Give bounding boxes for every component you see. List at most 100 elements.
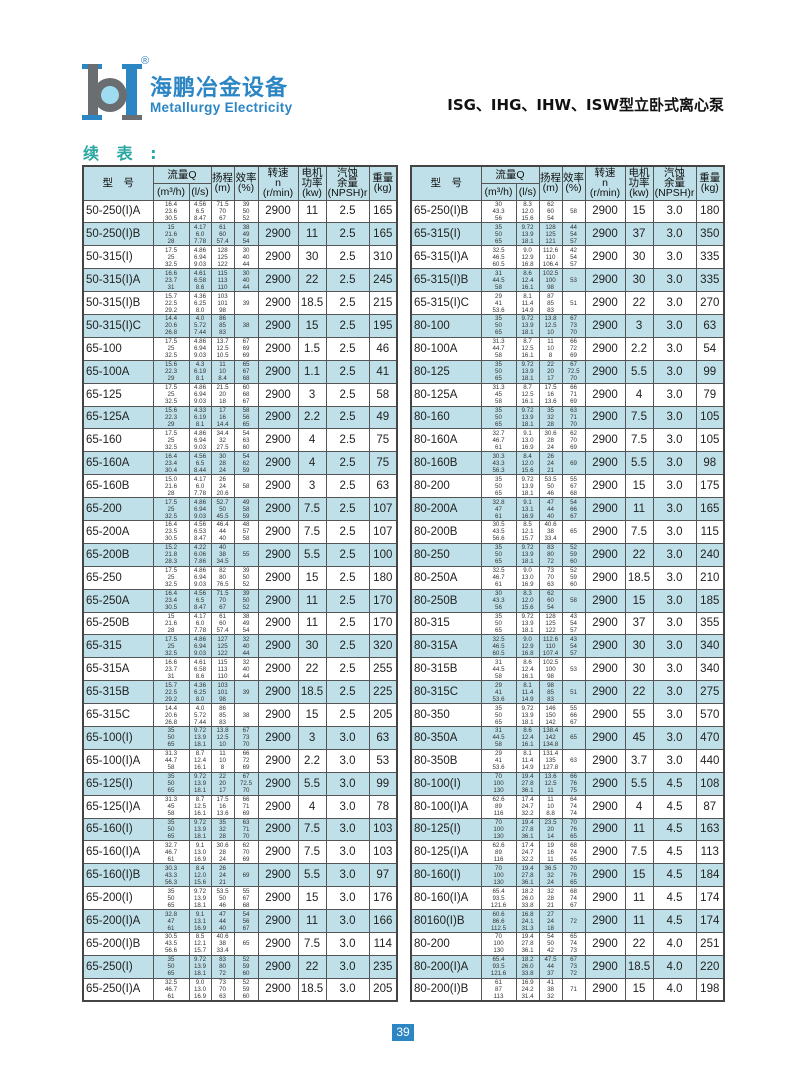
cell-power: 4 bbox=[297, 451, 327, 476]
value: 70 bbox=[242, 848, 250, 856]
cell-flow-ls: 8.7 12.5 16.1 bbox=[515, 382, 540, 407]
cell-head: 41 38 32 bbox=[538, 977, 563, 1002]
cell-head: 47.5 44 37 bbox=[538, 954, 563, 979]
cell-power: 30 bbox=[297, 245, 327, 270]
value: 60.6 bbox=[492, 910, 505, 918]
cell-power: 7.5 bbox=[624, 428, 654, 453]
cell-npsh: 2.5 bbox=[325, 268, 370, 293]
cell-flow-ls: 4.86 6.94 9.03 bbox=[188, 245, 212, 270]
cell-flow-ls: 9.72 13.9 18.1 bbox=[515, 542, 540, 567]
cell-head: 98 85 83 bbox=[538, 680, 563, 705]
value: 62 bbox=[242, 459, 250, 467]
value: 50 bbox=[495, 711, 502, 719]
cell-flow-ls: 8.6 12.4 16.1 bbox=[515, 725, 540, 750]
value: 32 bbox=[547, 871, 554, 879]
value: 50 bbox=[495, 230, 502, 238]
table-row: 50-315(I)B 15.7 22.5 29.2 4.36 6.25 8.0 103 101 9… bbox=[82, 291, 398, 315]
value: 62.6 bbox=[492, 796, 505, 804]
cell-flow-ls: 9.1 13.0 16.9 bbox=[515, 428, 540, 453]
value: 8.1 bbox=[523, 750, 532, 758]
value: 35 bbox=[167, 818, 175, 826]
value: 44 bbox=[242, 672, 250, 680]
cell-power: 11 bbox=[297, 909, 327, 933]
cell-power: 7.5 bbox=[297, 817, 327, 842]
value: 53.5 bbox=[216, 887, 229, 895]
col-weight: 重量 (kg) bbox=[695, 165, 725, 201]
value: 40 bbox=[219, 544, 226, 552]
cell-flow-m3h: 30.3 43.3 56.3 bbox=[152, 863, 190, 888]
value: 122 bbox=[217, 260, 228, 268]
value: 28 bbox=[547, 420, 554, 428]
cell-model: 65-315C bbox=[82, 703, 154, 727]
header-text: 余量 bbox=[337, 177, 359, 190]
value: 98 bbox=[219, 695, 226, 703]
value: 4.86 bbox=[193, 498, 207, 506]
cell-head: 19 16 11 bbox=[538, 840, 563, 865]
value: 87 bbox=[495, 985, 502, 993]
value: 73 bbox=[242, 734, 250, 742]
cell-efficiency: 65 bbox=[561, 519, 586, 544]
value: 80 bbox=[547, 551, 554, 559]
cell-flow-ls: 4.17 6.0 7.78 bbox=[188, 611, 212, 636]
cell-model: 65-160A bbox=[82, 451, 154, 476]
value: 47 bbox=[167, 917, 175, 925]
value: 12.4 bbox=[521, 665, 534, 673]
value: 71 bbox=[570, 391, 577, 399]
value: 65 bbox=[167, 901, 175, 909]
value: 10 bbox=[219, 741, 226, 749]
cell-npsh: 3.0 bbox=[652, 725, 697, 750]
cell-power: 4 bbox=[297, 794, 327, 819]
cell-speed: 2900 bbox=[257, 451, 299, 476]
value: 65 bbox=[495, 489, 502, 497]
table-row: 65-315A 16.6 23.7 31 4.61 6.58 8.6 115 113 110 32 4… bbox=[82, 657, 398, 682]
value: 58 bbox=[242, 535, 250, 543]
value: 138.4 bbox=[542, 727, 559, 735]
cell-model: 65-200 bbox=[82, 497, 154, 521]
header-text: (m³/h) bbox=[484, 185, 513, 198]
value: 9.1 bbox=[195, 910, 205, 918]
cell-efficiency: 43 54 57 bbox=[561, 634, 586, 659]
cell-flow-m3h: 35 50 65 bbox=[480, 474, 517, 499]
value: 53.5 bbox=[544, 475, 557, 483]
cell-flow-ls: 16.9 24.2 31.4 bbox=[515, 977, 540, 1002]
value: 98 bbox=[547, 681, 554, 689]
cell-weight: 58 bbox=[368, 382, 398, 407]
cell-head: 61 60 57.4 bbox=[210, 611, 235, 636]
cell-model: 65-160(I)A bbox=[82, 840, 154, 865]
spec-table-right: 型 号流量Q 扬程 (m) 效率 (%) 转速 n (r/min) 电机 功率 (kw) 汽蚀 余量 (N… bbox=[410, 165, 726, 1003]
value: 12.4 bbox=[521, 734, 534, 742]
value: 56.6 bbox=[164, 947, 178, 955]
value: 61 bbox=[167, 924, 175, 932]
cell-power: 18.5 bbox=[297, 291, 327, 315]
value: 59 bbox=[242, 466, 250, 474]
value: 87 bbox=[547, 292, 554, 300]
cell-model: 65-200(I)A bbox=[82, 909, 154, 933]
value: 61 bbox=[495, 581, 502, 589]
table-row: 65-315(I)B 31 44.5 58 8.6 12.4 16.1 102.5 100 98 5… bbox=[410, 268, 725, 293]
value: 32.8 bbox=[164, 910, 178, 918]
cell-flow-m3h: 35 50 65 bbox=[480, 542, 517, 567]
value: 98 bbox=[547, 672, 554, 680]
cell-npsh: 2.5 bbox=[325, 634, 370, 659]
value: 30.6 bbox=[544, 429, 557, 437]
value: 66 bbox=[570, 711, 577, 719]
value: 29 bbox=[495, 292, 502, 300]
value: 127.8 bbox=[542, 764, 559, 772]
value: 48 bbox=[242, 521, 250, 529]
cell-flow-m3h: 31 44.5 58 bbox=[480, 725, 517, 750]
cell-speed: 2900 bbox=[584, 268, 626, 293]
cell-model: 80-125 bbox=[410, 359, 482, 384]
value: 16.9 bbox=[521, 581, 534, 589]
cell-speed: 2900 bbox=[257, 359, 299, 384]
cell-flow-m3h: 16.4 23.5 30.5 bbox=[152, 519, 190, 544]
cell-flow-m3h: 30.3 43.3 56.3 bbox=[480, 451, 517, 476]
cell-flow-ls: 4.86 6.94 9.03 bbox=[188, 428, 212, 453]
value: 71.5 bbox=[216, 200, 229, 208]
cell-flow-ls: 8.7 12.5 16.1 bbox=[188, 794, 212, 819]
cell-flow-ls: 18.2 26.0 33.8 bbox=[515, 954, 540, 979]
value: 29 bbox=[495, 681, 502, 689]
cell-npsh: 2.5 bbox=[325, 291, 370, 315]
cell-power: 18.5 bbox=[297, 680, 327, 705]
value: 58 bbox=[242, 406, 250, 414]
table-row: 80-200(I)B 61 87 113 16.9 24.2 31.4 41 38 32 71 290… bbox=[410, 977, 725, 1002]
